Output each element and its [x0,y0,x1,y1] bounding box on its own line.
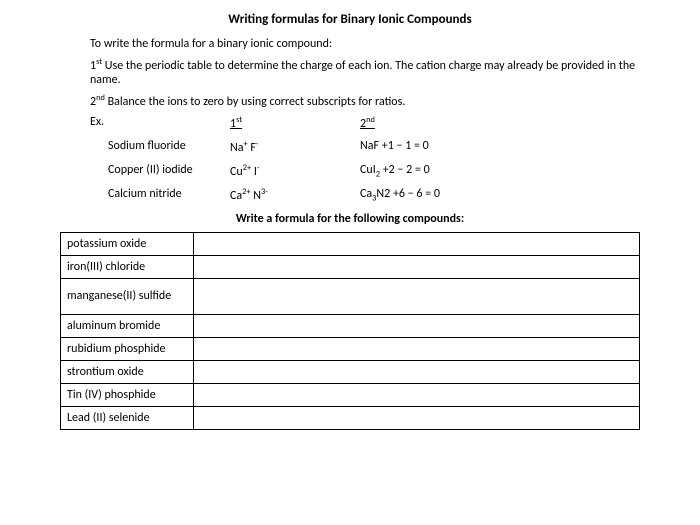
col-head-1: 1st [230,115,360,131]
table-row: Lead (II) selenide [61,406,640,429]
compound-name: rubidium phosphide [61,337,194,360]
compound-name: manganese(II) sulfide [61,278,194,314]
step-2: 2nd Balance the ions to zero by using co… [90,93,640,109]
compound-name: Lead (II) selenide [61,406,194,429]
formula-cell[interactable] [194,360,640,383]
example-row-2: Copper (II) iodide Cu2+ I- CuI2 +2 − 2 =… [90,163,640,179]
ex2-name: Copper (II) iodide [90,163,230,179]
formula-cell[interactable] [194,383,640,406]
step1-text: Use the periodic table to determine the … [90,59,635,87]
subtitle: Write a formula for the following compou… [60,212,640,226]
compound-name: potassium oxide [61,232,194,255]
formula-cell[interactable] [194,278,640,314]
compound-name: aluminum bromide [61,314,194,337]
compound-table: potassium oxideiron(III) chloridemangane… [60,232,640,430]
step2-sup: nd [96,93,105,103]
example-row-3: Calcium nitride Ca2+ N3- Ca3N2 +6 − 6 = … [90,187,640,203]
page-title: Writing formulas for Binary Ionic Compou… [60,12,640,27]
intro-text: To write the formula for a binary ionic … [90,37,640,51]
compound-name: iron(III) chloride [61,255,194,278]
compound-name: strontium oxide [61,360,194,383]
formula-cell[interactable] [194,337,640,360]
ex1-second: NaF +1 − 1 = 0 [360,139,560,155]
col-head-2: 2nd [360,115,560,131]
ex-label: Ex. [90,115,230,131]
compound-name: Tin (IV) phosphide [61,383,194,406]
formula-cell[interactable] [194,406,640,429]
example-block: Ex. 1st 2nd Sodium fluoride Na+ F- NaF +… [90,115,640,204]
table-row: manganese(II) sulfide [61,278,640,314]
ex1-name: Sodium fluoride [90,139,230,155]
ex2-second: CuI2 +2 − 2 = 0 [360,163,560,179]
example-row-1: Sodium fluoride Na+ F- NaF +1 − 1 = 0 [90,139,640,155]
formula-cell[interactable] [194,314,640,337]
formula-cell[interactable] [194,232,640,255]
table-row: aluminum bromide [61,314,640,337]
ex3-second: Ca3N2 +6 − 6 = 0 [360,187,560,203]
ex3-first: Ca2+ N3- [230,187,360,203]
ex1-first: Na+ F- [230,139,360,155]
step2-text: Balance the ions to zero by using correc… [105,95,405,109]
table-row: potassium oxide [61,232,640,255]
table-row: Tin (IV) phosphide [61,383,640,406]
table-row: strontium oxide [61,360,640,383]
formula-cell[interactable] [194,255,640,278]
ex3-name: Calcium nitride [90,187,230,203]
table-row: iron(III) chloride [61,255,640,278]
table-row: rubidium phosphide [61,337,640,360]
ex2-first: Cu2+ I- [230,163,360,179]
step-1: 1st Use the periodic table to determine … [90,57,640,87]
